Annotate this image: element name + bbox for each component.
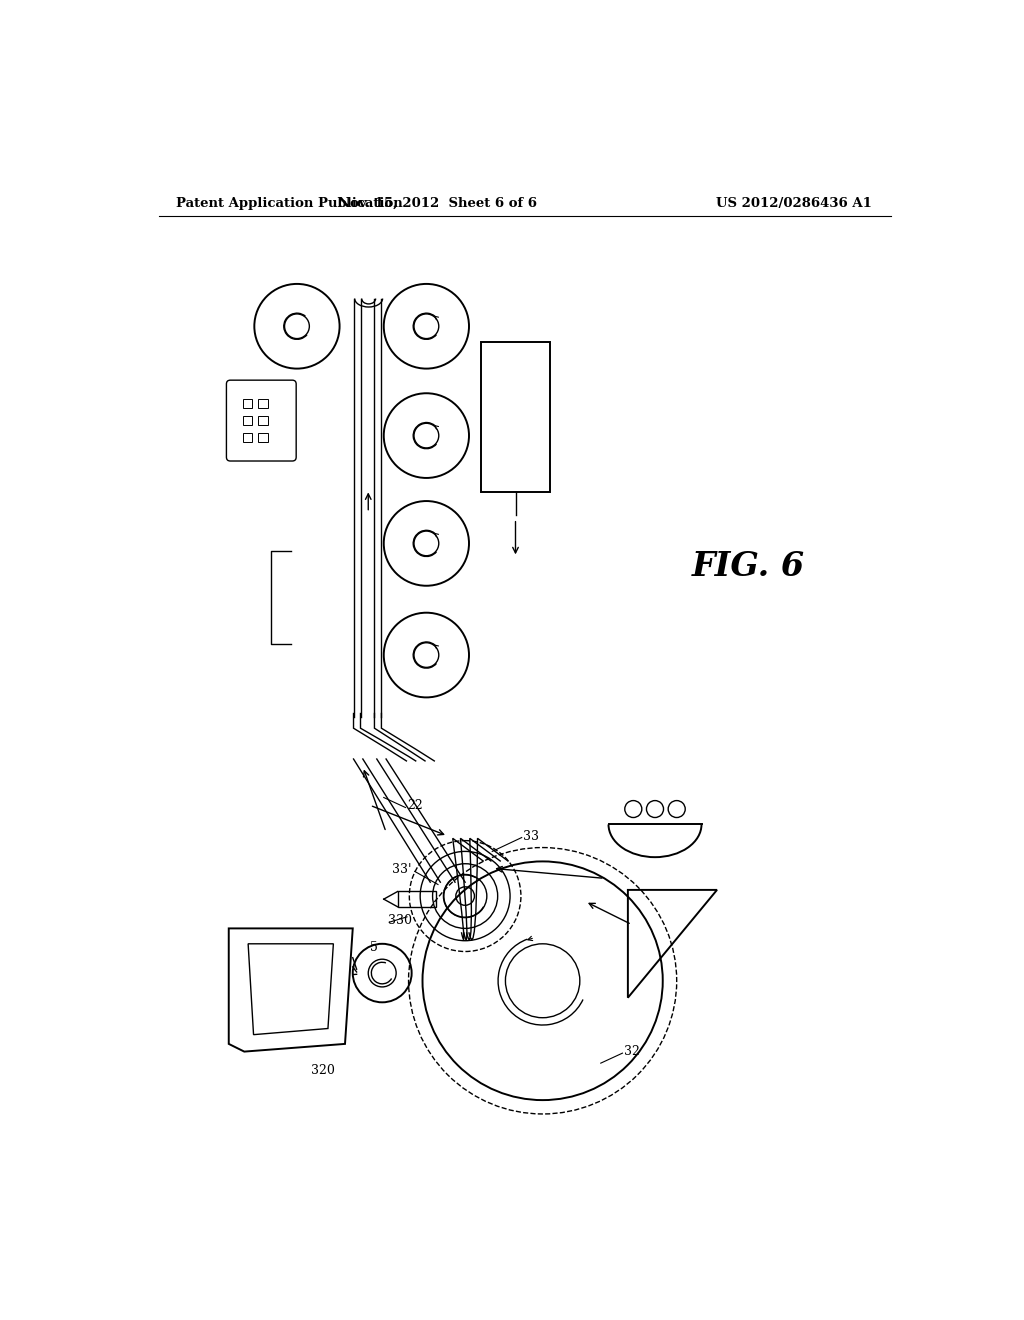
Bar <box>243 433 252 442</box>
Bar <box>243 416 252 425</box>
Text: 33: 33 <box>523 829 540 842</box>
Text: 320: 320 <box>311 1064 335 1077</box>
Bar <box>480 342 550 492</box>
Bar <box>258 416 267 425</box>
Text: 5: 5 <box>370 941 378 954</box>
Text: 330: 330 <box>388 915 412 927</box>
Bar <box>258 433 267 442</box>
Text: 22: 22 <box>407 799 423 812</box>
Text: Patent Application Publication: Patent Application Publication <box>176 197 402 210</box>
Bar <box>258 399 267 408</box>
Bar <box>397 891 436 907</box>
Text: 32: 32 <box>624 1045 640 1059</box>
Bar <box>243 399 252 408</box>
Text: Nov. 15, 2012  Sheet 6 of 6: Nov. 15, 2012 Sheet 6 of 6 <box>339 197 538 210</box>
Text: US 2012/0286436 A1: US 2012/0286436 A1 <box>716 197 872 210</box>
Text: 33': 33' <box>392 863 412 876</box>
Text: FIG. 6: FIG. 6 <box>691 550 805 583</box>
